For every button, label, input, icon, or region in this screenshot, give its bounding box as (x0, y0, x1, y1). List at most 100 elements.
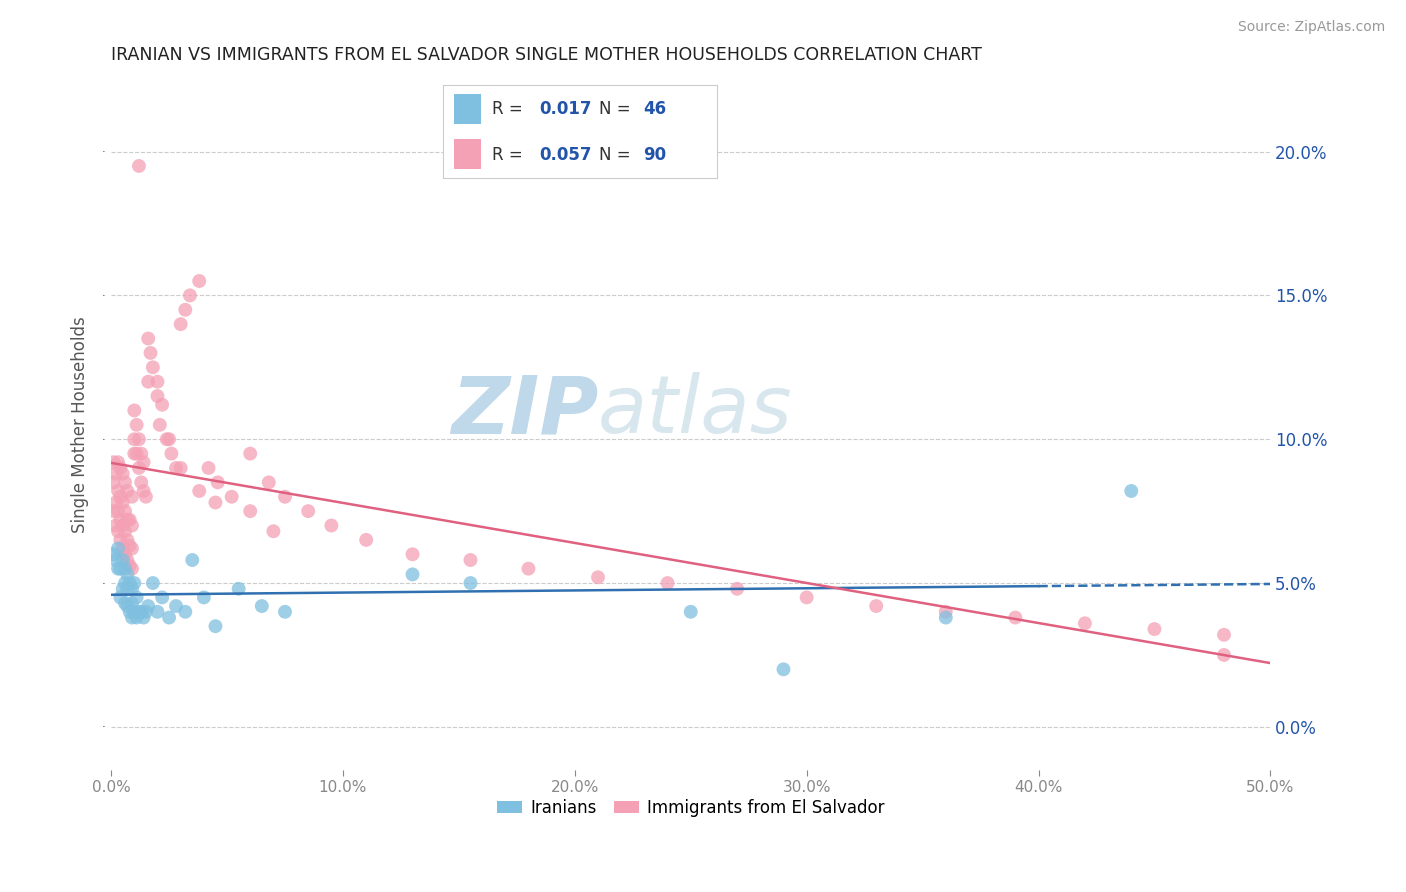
Point (657, 576, 679, 591)
Point (118, 576, 141, 591)
Point (165, 461, 187, 475)
Point (110, 461, 132, 475)
Point (146, 605, 169, 619)
Point (111, 467, 134, 481)
Point (124, 605, 146, 619)
Point (125, 591, 148, 605)
Point (118, 605, 141, 619)
Text: 0.057: 0.057 (538, 145, 592, 163)
Point (111, 541, 134, 556)
Legend: Iranians, Immigrants from El Salvador: Iranians, Immigrants from El Salvador (491, 792, 891, 824)
Point (460, 576, 482, 591)
Point (297, 504, 319, 518)
Point (117, 599, 139, 613)
Point (110, 533, 132, 547)
Text: 0.017: 0.017 (538, 100, 592, 118)
Point (104, 467, 127, 481)
Point (104, 553, 127, 567)
Text: R =: R = (492, 100, 529, 118)
Point (146, 389, 169, 403)
Point (321, 518, 343, 533)
Point (107, 541, 129, 556)
Point (204, 495, 226, 509)
Point (228, 582, 250, 596)
Point (103, 455, 125, 469)
Point (114, 524, 136, 539)
Point (169, 317, 191, 331)
Point (107, 455, 129, 469)
Text: N =: N = (599, 100, 636, 118)
Point (110, 591, 132, 605)
Point (204, 619, 226, 633)
Point (1143, 622, 1166, 636)
Point (401, 547, 423, 561)
Point (104, 495, 127, 509)
Point (157, 432, 180, 446)
Point (169, 461, 191, 475)
Point (125, 447, 148, 461)
Point (114, 576, 136, 591)
Point (129, 447, 152, 461)
Point (121, 562, 143, 576)
Point (111, 495, 134, 509)
Y-axis label: Single Mother Households: Single Mother Households (72, 317, 89, 533)
Point (132, 483, 155, 498)
Point (107, 504, 129, 518)
Point (262, 524, 284, 539)
Point (121, 582, 143, 596)
Point (174, 302, 197, 317)
Text: Source: ZipAtlas.com: Source: ZipAtlas.com (1237, 20, 1385, 34)
Point (150, 591, 173, 605)
Point (117, 533, 139, 547)
Point (1213, 628, 1236, 642)
Point (118, 558, 141, 573)
Point (124, 576, 146, 591)
Point (104, 518, 127, 533)
Point (136, 599, 159, 613)
Point (117, 483, 139, 498)
Point (117, 553, 139, 567)
Point (160, 447, 183, 461)
Point (129, 605, 152, 619)
Point (460, 553, 482, 567)
Point (274, 605, 297, 619)
Point (188, 274, 211, 288)
Point (935, 605, 957, 619)
Point (124, 403, 146, 417)
Point (107, 483, 129, 498)
Point (114, 547, 136, 561)
Point (146, 375, 169, 389)
Point (111, 582, 134, 596)
Point (156, 432, 179, 446)
Point (193, 591, 215, 605)
Point (935, 610, 957, 624)
Point (149, 417, 172, 432)
Point (107, 562, 129, 576)
Point (165, 599, 187, 613)
Text: N =: N = (599, 145, 636, 163)
Point (117, 567, 139, 582)
Point (354, 533, 377, 547)
Point (118, 513, 141, 527)
Point (725, 582, 748, 596)
Text: R =: R = (492, 145, 529, 163)
Point (129, 475, 152, 490)
Point (114, 504, 136, 518)
Point (401, 567, 423, 582)
Point (135, 490, 157, 504)
Point (103, 504, 125, 518)
Point (114, 596, 136, 610)
Point (121, 490, 143, 504)
Point (257, 475, 280, 490)
Point (121, 518, 143, 533)
Point (250, 599, 273, 613)
Point (110, 490, 132, 504)
Point (181, 553, 204, 567)
Point (150, 398, 173, 412)
Point (197, 461, 219, 475)
Point (157, 610, 180, 624)
Point (239, 447, 262, 461)
Point (207, 475, 229, 490)
Point (118, 539, 141, 553)
Point (1121, 483, 1143, 498)
